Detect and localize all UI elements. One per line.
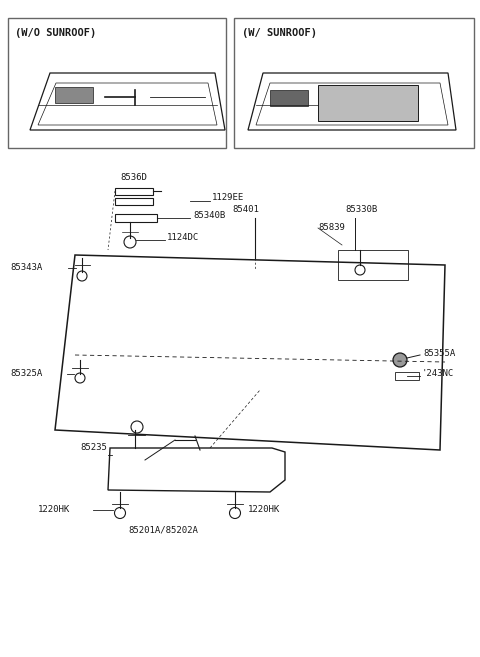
Text: (W/O SUNROOF): (W/O SUNROOF) <box>15 28 96 38</box>
Bar <box>115 214 157 222</box>
Bar <box>395 372 419 380</box>
Text: 85343A: 85343A <box>10 263 42 273</box>
Text: 85201A/85202A: 85201A/85202A <box>128 526 198 535</box>
Text: (W/ SUNROOF): (W/ SUNROOF) <box>242 28 317 38</box>
Bar <box>55 87 93 103</box>
Bar <box>234 18 474 148</box>
Text: 85340B: 85340B <box>193 210 225 219</box>
Text: '243NC: '243NC <box>422 369 454 378</box>
Text: 1220HK: 1220HK <box>248 505 280 514</box>
Bar <box>318 85 418 121</box>
Text: 85330B: 85330B <box>345 206 377 214</box>
Bar <box>270 90 308 106</box>
Text: 85235: 85235 <box>80 443 107 453</box>
Text: 85325A: 85325A <box>10 369 42 378</box>
Text: 85839: 85839 <box>318 223 345 233</box>
Circle shape <box>393 353 407 367</box>
Text: 1220HK: 1220HK <box>38 505 70 514</box>
Bar <box>115 188 153 195</box>
Text: 8536D: 8536D <box>120 173 147 182</box>
Bar <box>338 250 408 280</box>
Bar <box>8 18 226 148</box>
Text: 1124DC: 1124DC <box>167 233 199 242</box>
Text: 85401: 85401 <box>232 206 259 214</box>
Text: 85355A: 85355A <box>423 348 455 357</box>
Text: 1129EE: 1129EE <box>212 194 244 202</box>
Bar <box>115 198 153 205</box>
